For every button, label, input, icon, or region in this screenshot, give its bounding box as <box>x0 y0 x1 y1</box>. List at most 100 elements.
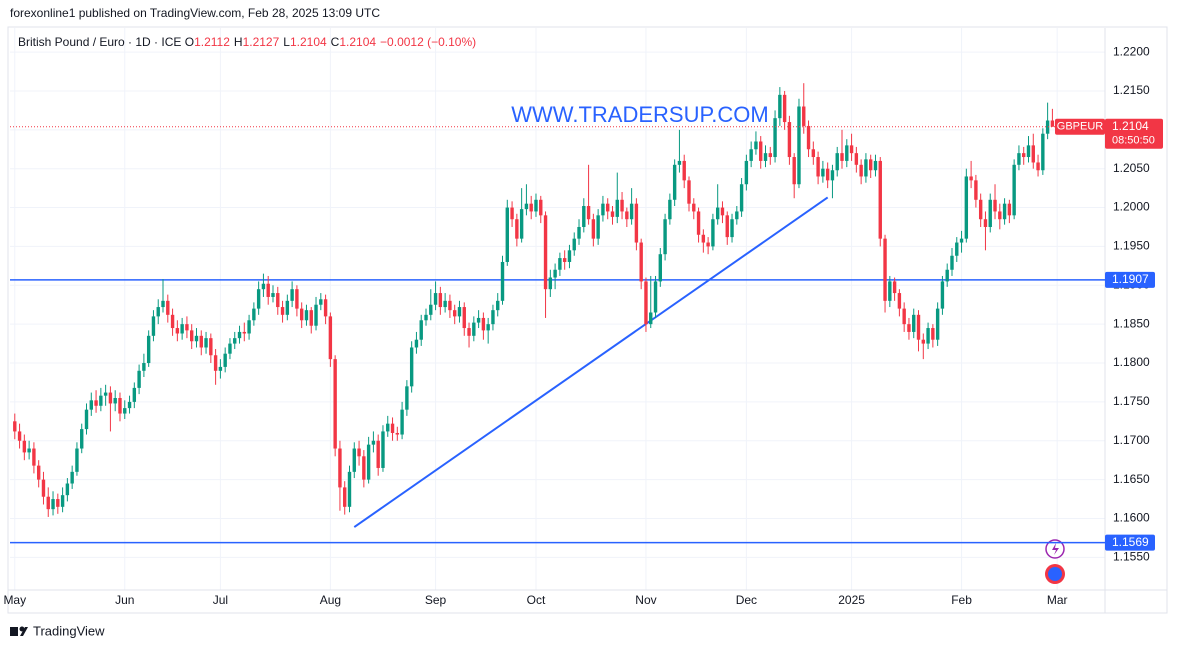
candle-body <box>352 448 356 472</box>
candle-body <box>653 281 658 313</box>
candle-body <box>615 199 619 217</box>
candle-body <box>237 331 242 339</box>
candle-body <box>13 421 17 432</box>
candle-body <box>390 423 395 433</box>
candle-body <box>955 242 959 256</box>
candle-body <box>457 307 462 317</box>
candle-body <box>261 283 266 290</box>
candle-body <box>677 160 682 165</box>
candle-body <box>1026 145 1031 158</box>
candle-body <box>768 153 772 158</box>
candle-body <box>118 398 122 414</box>
candle-body <box>433 293 438 305</box>
candle-body <box>888 281 892 301</box>
candle-body <box>582 206 586 227</box>
candle-body <box>754 141 758 150</box>
candle-body <box>821 168 825 177</box>
candle-body <box>993 199 997 212</box>
candle-body <box>56 499 60 507</box>
candle-body <box>548 277 553 290</box>
candle-body <box>371 440 376 445</box>
candle-body <box>199 335 203 348</box>
candle-body <box>749 149 753 161</box>
candle-body <box>806 125 811 150</box>
candle-body <box>926 328 930 344</box>
candle-body <box>1002 203 1007 220</box>
candle-body <box>940 281 945 309</box>
candle-body <box>625 211 629 220</box>
candle-body <box>500 261 505 301</box>
candle-body <box>142 363 146 371</box>
candle-body <box>280 307 285 315</box>
candle-body <box>323 299 328 317</box>
candle-body <box>811 149 816 158</box>
candle-body <box>132 387 137 402</box>
watermark: WWW.TRADERSUP.COM <box>511 102 768 127</box>
candle-body <box>978 199 983 220</box>
candle-body <box>620 199 624 212</box>
candle-body <box>897 293 902 309</box>
candle-body <box>462 307 466 329</box>
candle-body <box>840 153 844 161</box>
candle-body <box>519 209 524 239</box>
candle-body <box>60 495 65 507</box>
candle-body <box>266 283 270 297</box>
candle-body <box>515 219 519 239</box>
candle-body <box>945 269 949 282</box>
price-label: 1.2104 <box>1112 119 1149 133</box>
candle-body <box>739 184 744 212</box>
candle-body <box>46 496 50 510</box>
candle-body <box>194 335 199 342</box>
candle-body <box>553 269 557 278</box>
candle-body <box>290 289 294 301</box>
candle-body <box>175 328 180 334</box>
candle-body <box>983 219 988 227</box>
candle-body <box>763 153 768 161</box>
candle-body <box>70 471 74 484</box>
candle-body <box>180 324 184 334</box>
candle-body <box>376 440 380 468</box>
candle-body <box>36 465 41 480</box>
candle-body <box>17 431 22 441</box>
candle-body <box>1012 164 1016 216</box>
candle-body <box>366 444 371 480</box>
candle-body <box>223 353 227 367</box>
candle-body <box>328 316 333 360</box>
candle-body <box>682 160 686 181</box>
candle-body <box>988 199 992 227</box>
candle-body <box>854 153 859 165</box>
candle-body <box>166 300 170 315</box>
candle-body <box>190 330 194 342</box>
candle-body <box>146 335 151 364</box>
candle-body <box>959 238 964 243</box>
candle-body <box>663 219 667 255</box>
candle-body <box>32 448 36 466</box>
candle-body <box>778 94 782 119</box>
candle-body <box>510 207 514 220</box>
price-label-bg <box>1105 118 1163 149</box>
candle-body <box>649 312 653 325</box>
candle-body <box>1050 120 1055 127</box>
candle-body <box>486 324 490 331</box>
trend-line <box>353 196 829 528</box>
candle-body <box>998 211 1002 220</box>
candle-body <box>610 211 615 217</box>
candle-body <box>868 159 873 171</box>
candle-body <box>424 314 428 321</box>
candle-body <box>108 392 113 404</box>
icons <box>1045 539 1065 584</box>
candle-body <box>787 122 792 158</box>
legend-value: 1.2104 <box>289 35 327 49</box>
candle-body <box>539 199 543 216</box>
candle-body <box>233 338 237 344</box>
candle-body <box>452 310 457 317</box>
candle-body <box>687 180 691 204</box>
legend-key: C <box>330 35 340 49</box>
candle-body <box>357 448 361 457</box>
candle-body <box>706 242 710 247</box>
candle-body <box>276 293 280 308</box>
candle-body <box>476 317 481 323</box>
candle-body <box>873 160 878 171</box>
